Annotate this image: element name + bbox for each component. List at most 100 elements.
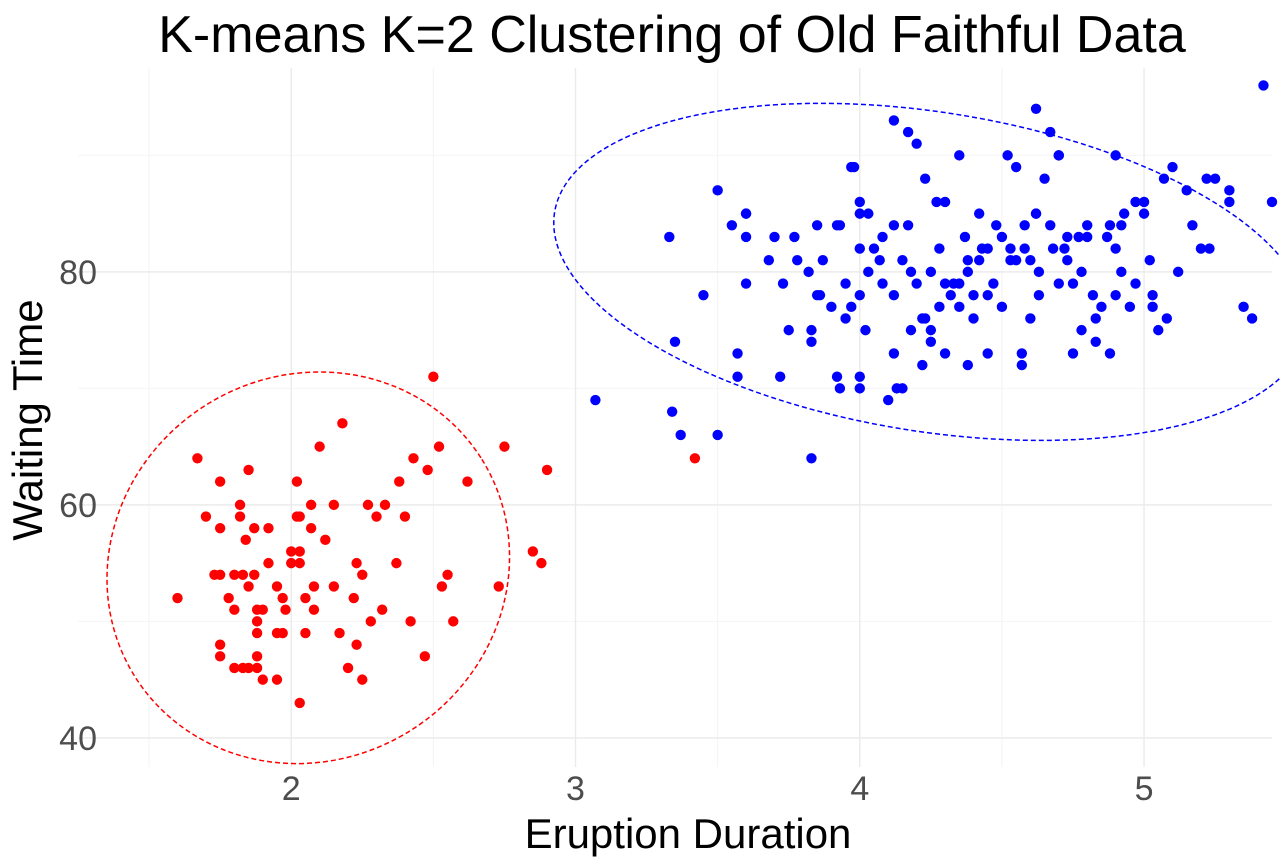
data-point-cluster-1 [263, 522, 274, 534]
data-point-cluster-2 [917, 359, 928, 371]
data-point-cluster-2 [962, 266, 974, 278]
data-point-cluster-1 [300, 592, 311, 604]
data-point-cluster-1 [328, 499, 340, 511]
data-point-cluster-2 [806, 453, 817, 464]
data-point-cluster-2 [1147, 301, 1158, 313]
data-point-cluster-1 [271, 674, 283, 685]
data-point-cluster-2 [863, 266, 874, 278]
data-point-cluster-2 [1025, 255, 1036, 266]
data-point-cluster-2 [911, 138, 922, 149]
data-point-cluster-2 [973, 255, 985, 266]
data-point-cluster-1 [294, 511, 305, 522]
data-point-cluster-2 [1039, 173, 1050, 184]
data-point-cluster-2 [817, 255, 829, 266]
data-point-cluster-2 [962, 255, 974, 266]
data-point-cluster-2 [888, 220, 900, 231]
data-point-cluster-2 [919, 313, 931, 324]
data-point-cluster-2 [1076, 266, 1087, 278]
data-point-cluster-1 [223, 592, 234, 604]
data-point-cluster-2 [774, 371, 786, 382]
data-point-cluster-2 [1116, 220, 1127, 231]
data-point-cluster-1 [263, 557, 274, 569]
data-point-cluster-2 [803, 266, 814, 278]
data-point-cluster-2 [1238, 301, 1249, 313]
data-point-cluster-1 [342, 662, 354, 674]
data-point-cluster-1 [229, 569, 240, 580]
data-point-cluster-2 [902, 220, 914, 231]
data-point-cluster-2 [1110, 243, 1121, 254]
data-point-cluster-1 [214, 476, 226, 487]
data-point-cluster-2 [934, 243, 945, 254]
data-point-cluster-2 [1025, 313, 1036, 324]
data-point-cluster-2 [792, 255, 803, 266]
data-point-cluster-1 [527, 546, 539, 557]
data-point-cluster-2 [854, 383, 865, 394]
data-point-cluster-2 [934, 301, 945, 313]
data-point-cluster-2 [911, 278, 922, 289]
data-point-cluster-2 [1053, 150, 1064, 161]
data-point-cluster-2 [664, 231, 675, 243]
data-point-cluster-1 [689, 453, 701, 464]
data-point-cluster-2 [854, 196, 865, 208]
data-point-cluster-2 [769, 231, 780, 243]
data-point-cluster-1 [257, 674, 268, 685]
data-point-cluster-2 [1110, 150, 1121, 161]
data-point-cluster-2 [1033, 266, 1045, 278]
data-point-cluster-1 [541, 464, 553, 476]
data-point-cluster-2 [1201, 173, 1212, 184]
data-point-cluster-1 [214, 639, 226, 650]
data-point-cluster-2 [783, 324, 794, 336]
data-point-cluster-1 [234, 499, 246, 511]
data-point-cluster-2 [732, 371, 743, 382]
data-point-cluster-2 [831, 371, 843, 382]
data-point-cluster-1 [408, 453, 419, 464]
data-point-cluster-2 [1124, 301, 1136, 313]
data-point-cluster-1 [229, 662, 240, 674]
data-point-cluster-2 [1045, 220, 1056, 231]
data-point-cluster-2 [1076, 324, 1087, 336]
data-point-cluster-2 [826, 301, 837, 313]
data-point-cluster-1 [308, 581, 320, 592]
data-point-cluster-2 [982, 289, 993, 301]
data-point-cluster-2 [954, 150, 965, 161]
data-point-cluster-1 [433, 441, 445, 452]
data-point-cluster-2 [945, 289, 956, 301]
data-point-cluster-2 [740, 278, 752, 289]
data-point-cluster-2 [1053, 278, 1064, 289]
data-point-cluster-2 [968, 313, 979, 324]
data-point-cluster-2 [1005, 243, 1016, 254]
data-point-cluster-1 [351, 639, 362, 650]
data-point-cluster-2 [666, 406, 678, 417]
data-point-cluster-2 [883, 394, 894, 406]
y-tick-label: 60 [59, 487, 97, 525]
data-point-cluster-2 [1110, 289, 1121, 301]
data-point-cluster-2 [1019, 220, 1030, 231]
data-point-cluster-1 [305, 522, 317, 534]
data-point-cluster-2 [973, 208, 985, 219]
data-point-cluster-2 [814, 289, 826, 301]
data-point-cluster-2 [1016, 348, 1028, 359]
data-point-cluster-2 [1161, 313, 1173, 324]
data-point-cluster-2 [888, 348, 900, 359]
data-point-cluster-1 [214, 569, 226, 580]
data-point-cluster-2 [854, 243, 865, 254]
data-point-cluster-2 [939, 348, 951, 359]
data-point-cluster-2 [1172, 266, 1184, 278]
data-point-cluster-1 [286, 546, 297, 557]
data-point-cluster-2 [868, 243, 880, 254]
data-point-cluster-1 [277, 627, 288, 639]
y-axis-title: Waiting Time [4, 299, 51, 540]
data-point-cluster-2 [897, 255, 908, 266]
data-point-cluster-2 [1104, 348, 1116, 359]
data-point-cluster-2 [968, 289, 979, 301]
data-point-cluster-2 [902, 126, 914, 138]
data-point-cluster-2 [1062, 255, 1073, 266]
data-point-cluster-1 [249, 522, 260, 534]
data-point-cluster-2 [1258, 80, 1269, 91]
data-point-cluster-1 [308, 604, 320, 615]
data-point-cluster-2 [1246, 313, 1258, 324]
data-point-cluster-2 [1167, 161, 1178, 173]
data-point-cluster-1 [234, 511, 246, 522]
data-point-cluster-2 [840, 278, 851, 289]
data-point-cluster-2 [1073, 231, 1084, 243]
